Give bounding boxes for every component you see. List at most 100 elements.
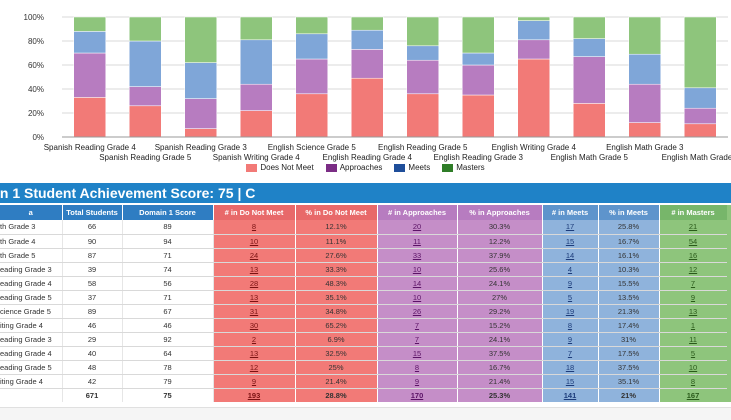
col-header-name[interactable]: a	[0, 205, 63, 220]
count-link[interactable]: 13	[688, 306, 698, 316]
count-link[interactable]: 5	[567, 292, 573, 302]
bar-segment-3[interactable]	[184, 16, 217, 63]
col-header-pct-meets[interactable]: % in Meets	[598, 205, 660, 220]
count-link[interactable]: 12	[688, 264, 698, 274]
col-header-num-masters[interactable]: # in Masters	[659, 205, 728, 220]
count-link[interactable]: 9	[251, 376, 257, 386]
bar-segment-2[interactable]	[240, 39, 273, 85]
count-link[interactable]: 24	[249, 250, 259, 260]
bar-segment-2[interactable]	[184, 62, 217, 99]
col-header-num-meets[interactable]: # in Meets	[542, 205, 599, 220]
total-count-link[interactable]: 170	[410, 390, 424, 400]
count-link[interactable]: 15	[565, 376, 575, 386]
bar-segment-2[interactable]	[462, 52, 495, 66]
count-link[interactable]: 15	[565, 236, 575, 246]
count-link[interactable]: 7	[414, 334, 420, 344]
count-link[interactable]: 12	[249, 362, 259, 372]
count-link[interactable]: 11	[413, 236, 421, 246]
bar-segment-3[interactable]	[628, 16, 661, 55]
total-count-link[interactable]: 193	[247, 390, 261, 400]
bar-segment-1[interactable]	[684, 107, 717, 125]
count-link[interactable]: 7	[690, 278, 696, 288]
bar-segment-0[interactable]	[406, 93, 439, 138]
bar-segment-1[interactable]	[573, 56, 606, 104]
count-link[interactable]: 8	[251, 222, 257, 232]
count-link[interactable]: 13	[249, 348, 259, 358]
count-link[interactable]: 19	[565, 306, 575, 316]
count-link[interactable]: 16	[688, 250, 698, 260]
count-link[interactable]: 1	[690, 320, 696, 330]
bar-segment-3[interactable]	[406, 16, 439, 47]
bar-segment-1[interactable]	[73, 52, 106, 98]
bar-segment-1[interactable]	[517, 39, 550, 60]
bar-segment-3[interactable]	[73, 16, 106, 32]
col-header-total-students[interactable]: Total Students	[62, 205, 123, 220]
count-link[interactable]: 26	[412, 306, 422, 316]
bar-segment-3[interactable]	[240, 16, 273, 41]
count-link[interactable]: 33	[412, 250, 422, 260]
bar-segment-1[interactable]	[240, 83, 273, 111]
count-link[interactable]: 28	[249, 278, 259, 288]
bar-segment-2[interactable]	[517, 20, 550, 41]
bar-segment-2[interactable]	[73, 31, 106, 54]
count-link[interactable]: 13	[249, 264, 259, 274]
bar-segment-3[interactable]	[573, 16, 606, 39]
count-link[interactable]: 18	[565, 362, 575, 372]
count-link[interactable]: 7	[414, 320, 420, 330]
count-link[interactable]: 10	[412, 264, 422, 274]
bar-segment-3[interactable]	[351, 16, 384, 31]
bar-segment-2[interactable]	[129, 40, 162, 87]
bar-segment-0[interactable]	[240, 110, 273, 138]
bar-segment-2[interactable]	[351, 29, 384, 50]
count-link[interactable]: 10	[688, 362, 698, 372]
bar-segment-3[interactable]	[517, 16, 550, 21]
bar-segment-3[interactable]	[684, 16, 717, 89]
count-link[interactable]: 4	[567, 264, 573, 274]
col-header-num-dnm[interactable]: # in Do Not Meet	[213, 205, 296, 220]
total-count-link[interactable]: 167	[686, 390, 700, 400]
bar-segment-0[interactable]	[73, 97, 106, 138]
count-link[interactable]: 9	[567, 278, 573, 288]
bar-segment-2[interactable]	[295, 33, 328, 60]
bar-segment-1[interactable]	[462, 64, 495, 96]
count-link[interactable]: 9	[414, 376, 420, 386]
bar-segment-1[interactable]	[628, 83, 661, 123]
col-header-num-approaches[interactable]: # in Approaches	[377, 205, 458, 220]
count-link[interactable]: 9	[567, 334, 573, 344]
bar-segment-2[interactable]	[628, 53, 661, 85]
count-link[interactable]: 5	[690, 348, 696, 358]
bar-segment-1[interactable]	[406, 59, 439, 95]
bar-segment-0[interactable]	[517, 58, 550, 138]
bar-segment-0[interactable]	[295, 93, 328, 138]
bar-segment-0[interactable]	[129, 105, 162, 138]
count-link[interactable]: 8	[567, 320, 573, 330]
count-link[interactable]: 9	[690, 292, 696, 302]
bar-segment-0[interactable]	[184, 128, 217, 138]
bar-segment-0[interactable]	[628, 122, 661, 138]
col-header-pct-dnm[interactable]: % in Do Not Meet	[295, 205, 378, 220]
bar-segment-2[interactable]	[573, 38, 606, 57]
bar-segment-3[interactable]	[129, 16, 162, 42]
bar-segment-0[interactable]	[684, 123, 717, 138]
total-count-link[interactable]: 141	[563, 390, 577, 400]
count-link[interactable]: 14	[565, 250, 575, 260]
count-link[interactable]: 14	[412, 278, 422, 288]
bar-segment-0[interactable]	[351, 77, 384, 138]
count-link[interactable]: 15	[412, 348, 422, 358]
bar-segment-0[interactable]	[462, 94, 495, 138]
bar-segment-0[interactable]	[573, 103, 606, 138]
count-link[interactable]: 10	[412, 292, 422, 302]
legend-item-approaches[interactable]: Approaches	[325, 163, 382, 172]
bar-segment-1[interactable]	[129, 86, 162, 107]
col-header-domain-score[interactable]: Domain 1 Score	[122, 205, 214, 220]
legend-item-meets[interactable]: Meets	[394, 163, 430, 172]
count-link[interactable]: 31	[249, 306, 259, 316]
count-link[interactable]: 30	[249, 320, 259, 330]
bar-segment-3[interactable]	[295, 16, 328, 35]
count-link[interactable]: 54	[688, 236, 698, 246]
bar-segment-1[interactable]	[184, 98, 217, 129]
count-link[interactable]: 7	[567, 348, 573, 358]
count-link[interactable]: 2	[251, 334, 257, 344]
count-link[interactable]: 8	[414, 362, 420, 372]
count-link[interactable]: 21	[688, 222, 698, 232]
